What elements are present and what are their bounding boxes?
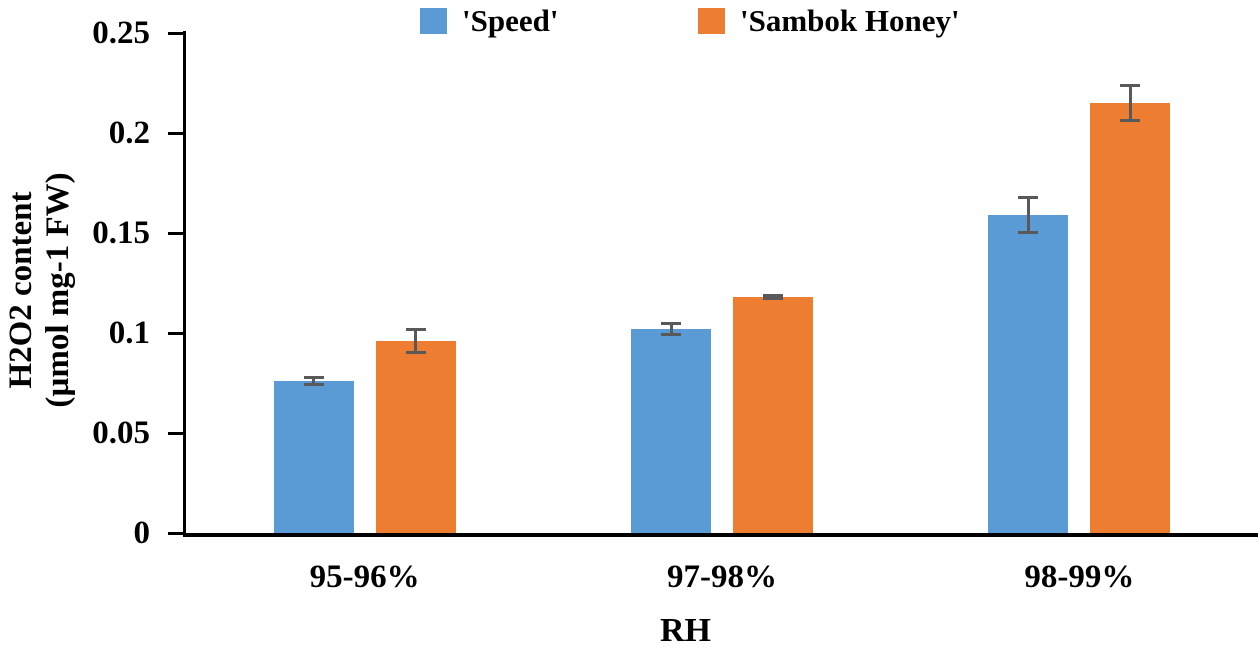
error-bar-cap-top	[661, 322, 681, 325]
x-category-label: 95-96%	[309, 559, 420, 595]
y-tick-label: 0.15	[92, 215, 150, 251]
y-tick	[168, 431, 183, 435]
x-category-label: 98-99%	[1024, 559, 1135, 595]
bar-speed-98-99%	[988, 215, 1069, 533]
legend-item-sambok-honey: 'Sambok Honey'	[698, 3, 960, 38]
error-bar-cap-bottom	[763, 297, 783, 300]
y-tick-label: 0.1	[108, 315, 150, 351]
y-tick	[168, 331, 183, 335]
error-bar-cap-bottom	[405, 351, 426, 354]
legend-swatch-speed-icon	[420, 8, 447, 34]
error-bar-line	[312, 377, 316, 385]
x-category-label: 97-98%	[667, 559, 777, 595]
error-bar-line	[1128, 85, 1132, 121]
error-bar-cap-bottom	[1018, 231, 1039, 234]
error-bar-cap-bottom	[661, 333, 681, 336]
y-axis-title-line1: H2O2 content	[3, 191, 39, 389]
legend-item-speed: 'Speed'	[420, 3, 559, 38]
error-bar-cap-top	[405, 328, 426, 331]
error-bar-cap-top	[763, 294, 783, 297]
x-axis-line	[183, 533, 1258, 537]
bar-speed-95-96%	[273, 381, 354, 533]
error-bar-cap-top	[303, 376, 324, 379]
error-bar-cap-top	[1120, 84, 1141, 87]
y-tick	[168, 31, 183, 35]
legend-swatch-sambok-honey-icon	[698, 8, 725, 34]
legend-label-sambok-honey: 'Sambok Honey'	[740, 3, 960, 38]
error-bar-line	[669, 323, 673, 335]
error-bar-line	[1026, 197, 1030, 233]
y-tick	[168, 231, 183, 235]
error-bar-line	[414, 329, 418, 353]
y-tick	[168, 131, 183, 135]
bar-sambokhoney-98-99%	[1090, 103, 1171, 533]
y-axis-title: H2O2 content (µmol mg-1 FW)	[3, 130, 77, 450]
y-tick-label: 0.25	[92, 15, 150, 51]
bar-sambokhoney-97-98%	[733, 297, 813, 533]
bar-sambokhoney-95-96%	[375, 341, 456, 533]
x-axis-title: RH	[660, 612, 711, 648]
bar-speed-97-98%	[631, 329, 711, 533]
y-axis-line	[183, 31, 186, 537]
legend-label-speed: 'Speed'	[462, 3, 559, 38]
y-tick-label: 0	[133, 515, 151, 551]
y-axis-title-line2: (µmol mg-1 FW)	[40, 172, 76, 408]
y-tick-label: 0.2	[108, 115, 150, 151]
y-tick	[168, 531, 183, 535]
error-bar-cap-bottom	[303, 383, 324, 386]
error-bar-cap-bottom	[1120, 119, 1141, 122]
error-bar-cap-top	[1018, 196, 1039, 199]
y-tick-label: 0.05	[92, 415, 150, 451]
